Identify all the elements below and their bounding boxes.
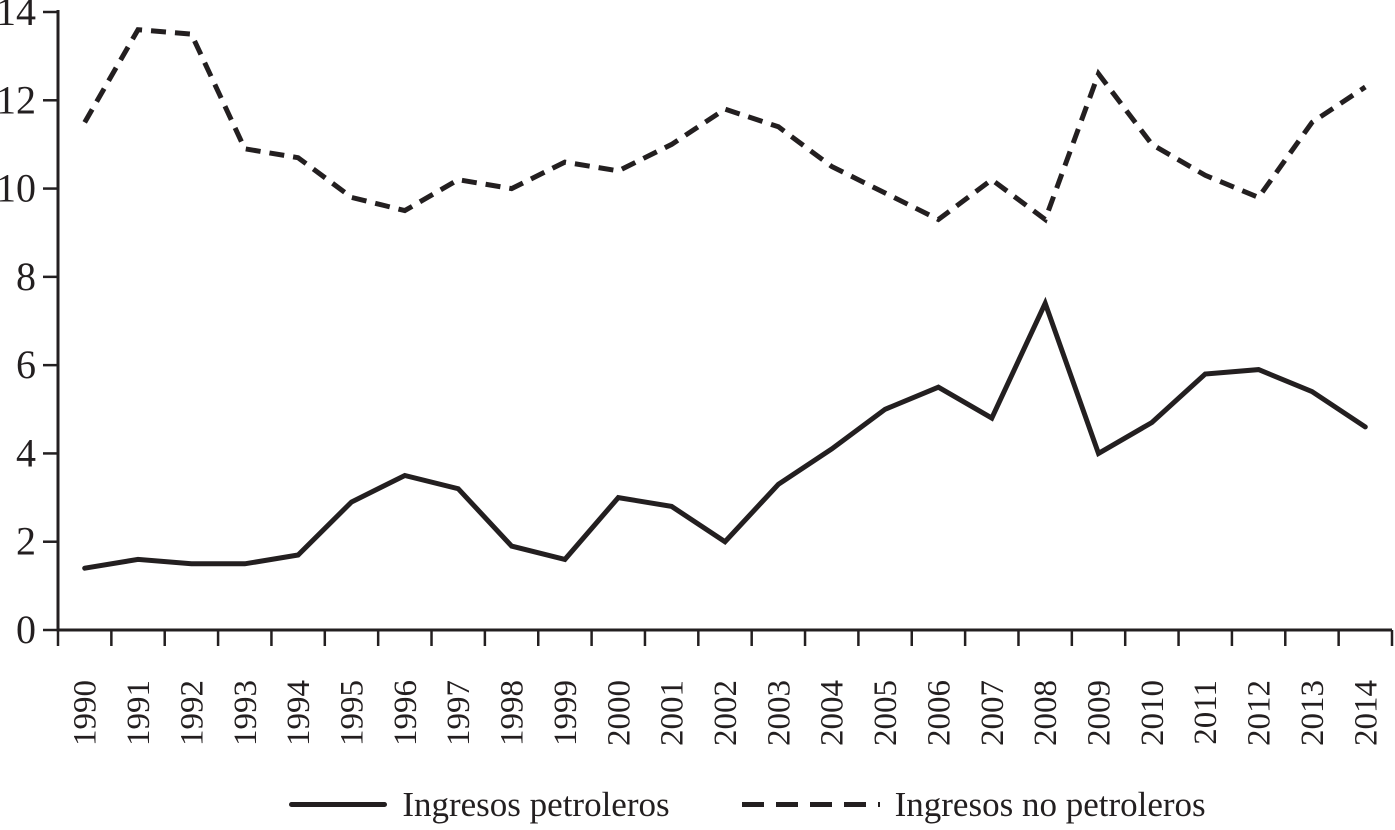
x-axis-tick-label: 2003: [761, 680, 797, 746]
x-axis-tick-label: 2010: [1135, 680, 1171, 746]
y-axis-tick-label: 12: [0, 77, 36, 122]
legend-item-no-petroleros: Ingresos no petroleros: [741, 784, 1206, 824]
x-axis-tick-label: 2005: [868, 680, 904, 746]
y-axis-tick-label: 14: [0, 0, 36, 34]
solid-series-line: [82, 296, 1368, 571]
x-axis-tick-label: 2008: [1028, 680, 1064, 746]
x-axis-tick-label: 2006: [921, 680, 957, 746]
y-axis-tick-label: 8: [16, 254, 36, 299]
x-axis-tick-label: 1991: [121, 680, 157, 746]
legend-label-petroleros: Ingresos petroleros: [402, 784, 670, 824]
x-axis-tick-label: 1990: [68, 680, 104, 746]
x-axis-tick-label: 1992: [174, 680, 210, 746]
x-axis-tick-label: 2012: [1242, 680, 1278, 746]
solid-line-swatch: [289, 801, 388, 807]
y-axis-tick-label: 0: [16, 607, 36, 652]
dashed-series-line: [82, 27, 1367, 224]
chart-canvas: 0 2 4 6 8 10 12 14 1990 1991 1992 1993 1994 1995 1996 1…: [0, 0, 1394, 746]
x-axis-tick-label: 2009: [1082, 680, 1118, 746]
x-axis-tick-label: 2004: [815, 680, 851, 746]
x-axis-tick-label: 2011: [1188, 680, 1224, 745]
x-axis-tick-label: 2000: [601, 680, 637, 746]
x-axis-tick-label: 2013: [1295, 680, 1331, 746]
x-axis-tick-label: 2007: [975, 680, 1011, 746]
x-axis-tick-label: 1996: [388, 680, 424, 746]
x-axis-tick-label: 1995: [334, 680, 370, 746]
x-axis-tick-label: 1999: [548, 680, 584, 746]
x-axis-tick-label: 1994: [281, 680, 317, 746]
x-axis-tick-label: 1998: [495, 680, 531, 746]
y-axis-tick-label: 10: [0, 166, 36, 211]
y-axis-tick-label: 2: [16, 519, 36, 564]
legend-item-petroleros: Ingresos petroleros: [289, 784, 670, 824]
x-axis-tick-label: 1993: [228, 680, 264, 746]
x-axis-tick-label: 1997: [441, 680, 477, 746]
legend-label-no-petroleros: Ingresos no petroleros: [894, 784, 1206, 824]
x-axis-tick-label: 2002: [708, 680, 744, 746]
y-axis-tick-label: 4: [16, 430, 36, 475]
x-axis-tick-label: 2001: [655, 680, 691, 746]
y-axis-tick-label: 6: [16, 342, 36, 387]
x-axis-tick-label: 2014: [1348, 680, 1384, 746]
chart-legend: Ingresos petroleros Ingresos no petroler…: [0, 778, 1395, 830]
dashed-line-swatch: [741, 801, 880, 807]
